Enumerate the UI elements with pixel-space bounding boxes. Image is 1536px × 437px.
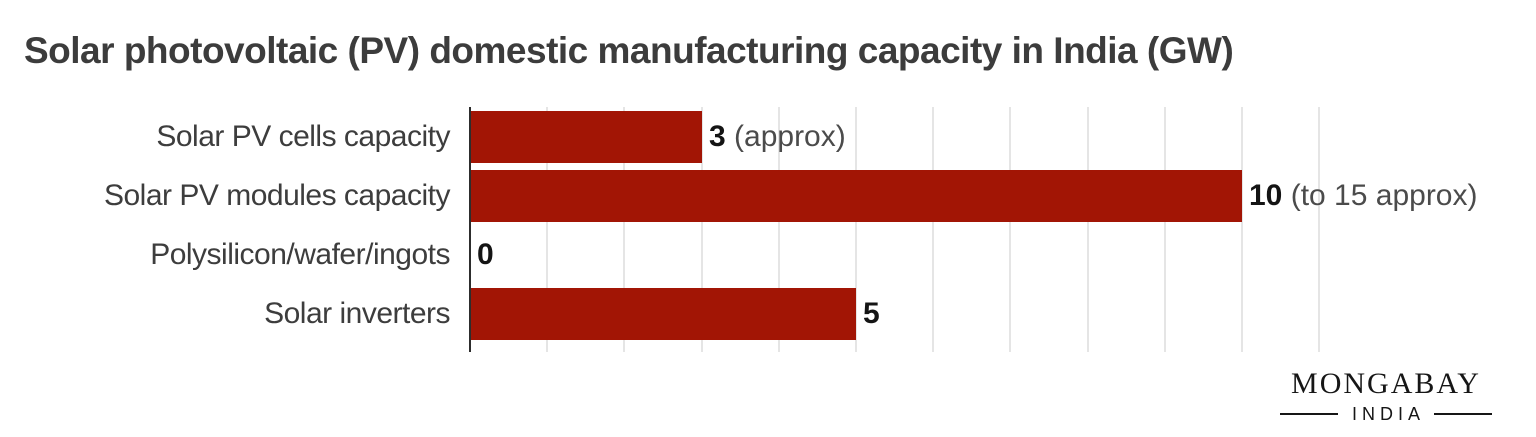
value-annotation: (approx) [725, 120, 846, 153]
category-label: Solar inverters [264, 297, 450, 330]
mongabay-logo-subrow: INDIA [1280, 403, 1493, 425]
value-number: 3 [709, 120, 726, 153]
value-number: 5 [863, 297, 880, 330]
y-axis-line [469, 107, 471, 352]
bar [470, 111, 702, 163]
gridline [855, 107, 857, 352]
chart-title: Solar photovoltaic (PV) domestic manufac… [24, 30, 1234, 71]
gridline [932, 107, 935, 352]
mongabay-india-label: INDIA [1352, 403, 1426, 424]
gridline [1009, 107, 1012, 352]
value-number: 0 [477, 238, 494, 271]
bar [470, 288, 856, 340]
category-label: Solar PV cells capacity [156, 120, 450, 153]
category-label: Polysilicon/wafer/ingots [150, 238, 450, 271]
category-label: Solar PV modules capacity [103, 179, 451, 212]
value-label: 10 (to 15 approx) [1249, 170, 1477, 222]
value-number: 10 [1249, 179, 1283, 212]
mongabay-wordmark: MONGABAY [1291, 367, 1481, 400]
gridline [546, 107, 549, 352]
gridline [623, 107, 626, 352]
gridline [1318, 107, 1321, 352]
value-label: 0 [477, 229, 494, 281]
gridline [1241, 107, 1243, 352]
bar [470, 170, 1242, 222]
value-label: 3 (approx) [709, 111, 846, 163]
gridline [700, 107, 703, 352]
mongabay-logo: MONGABAY INDIA [1280, 367, 1493, 425]
gridline [1163, 107, 1166, 352]
gridline [1086, 107, 1089, 352]
logo-rule-left [1280, 413, 1338, 415]
value-label: 5 [863, 288, 880, 340]
logo-rule-right [1434, 413, 1493, 415]
value-annotation: (to 15 approx) [1282, 179, 1478, 212]
gridline [777, 107, 780, 352]
